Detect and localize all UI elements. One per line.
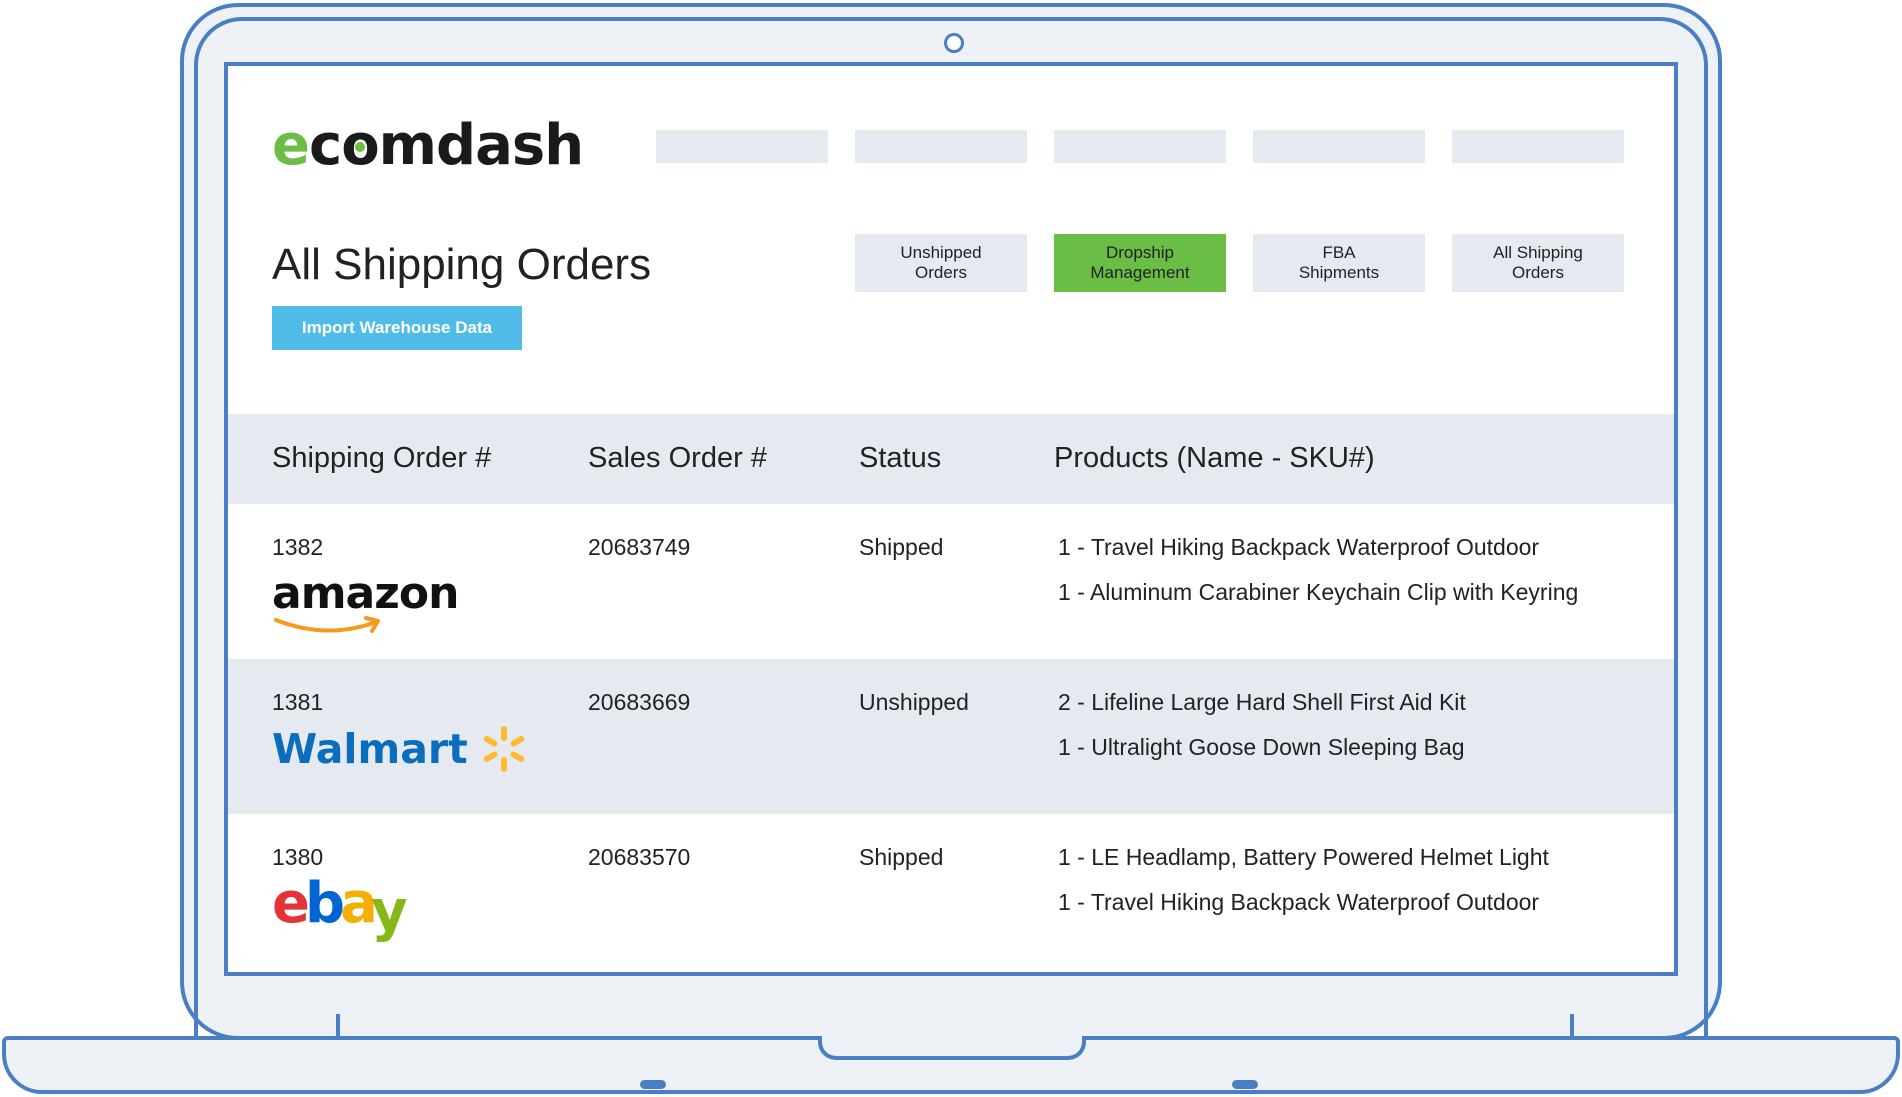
camera-icon bbox=[944, 33, 964, 53]
table-row[interactable]: 1380 ebay 20683570 Shipped 1 - LE Headla… bbox=[228, 814, 1674, 969]
nav-placeholder-4[interactable] bbox=[1253, 130, 1425, 163]
app-screen: ecomdash All Shipping Orders Import Ware… bbox=[224, 62, 1678, 976]
tab-dropship-management[interactable]: Dropship Management bbox=[1054, 234, 1226, 292]
laptop-notch bbox=[818, 1036, 1086, 1060]
nav-placeholder-2[interactable] bbox=[855, 130, 1027, 163]
nav-placeholder-5[interactable] bbox=[1452, 130, 1624, 163]
table-header: Shipping Order # Sales Order # Status Pr… bbox=[228, 414, 1674, 504]
product-item: 1 - Travel Hiking Backpack Waterproof Ou… bbox=[1058, 534, 1540, 560]
column-header-shipping-order[interactable]: Shipping Order # bbox=[272, 442, 492, 474]
ebay-letter-y: y bbox=[371, 879, 407, 944]
ebay-letter-e: e bbox=[272, 871, 310, 936]
product-item: 1 - LE Headlamp, Battery Powered Helmet … bbox=[1058, 844, 1549, 870]
product-list: 2 - Lifeline Large Hard Shell First Aid … bbox=[1058, 689, 1466, 779]
tab-all-shipping-orders[interactable]: All Shipping Orders bbox=[1452, 234, 1624, 292]
product-item: 1 - Ultralight Goose Down Sleeping Bag bbox=[1058, 734, 1465, 760]
laptop-hinge bbox=[336, 1014, 1574, 1039]
walmart-spark-icon bbox=[483, 726, 525, 772]
column-header-status[interactable]: Status bbox=[859, 442, 942, 474]
ebay-letter-a: a bbox=[340, 871, 376, 936]
logo-letter-e: e bbox=[272, 113, 310, 178]
tab-fba-shipments[interactable]: FBA Shipments bbox=[1253, 234, 1425, 292]
table-row[interactable]: 1382 amazon 20683749 Shipped 1 - Travel … bbox=[228, 504, 1674, 659]
product-item: 1 - Aluminum Carabiner Keychain Clip wit… bbox=[1058, 579, 1579, 605]
ebay-logo: ebay bbox=[272, 876, 408, 940]
shipping-order-number[interactable]: 1382 bbox=[272, 534, 324, 560]
logo-letter-o: o bbox=[341, 113, 379, 178]
column-header-sales-order[interactable]: Sales Order # bbox=[588, 442, 767, 474]
status-text: Shipped bbox=[859, 844, 944, 870]
nav-placeholder-3[interactable] bbox=[1054, 130, 1226, 163]
import-warehouse-data-button[interactable]: Import Warehouse Data bbox=[272, 306, 522, 350]
tab-unshipped-orders[interactable]: Unshipped Orders bbox=[855, 234, 1027, 292]
sales-order-number: 20683570 bbox=[588, 844, 691, 870]
shipping-order-number[interactable]: 1381 bbox=[272, 689, 324, 715]
sales-order-number: 20683749 bbox=[588, 534, 691, 560]
product-list: 1 - Travel Hiking Backpack Waterproof Ou… bbox=[1058, 534, 1578, 624]
product-item: 2 - Lifeline Large Hard Shell First Aid … bbox=[1058, 689, 1466, 715]
table-row[interactable]: 1381 Walmart 20683669 Unshipped 2 - Life… bbox=[228, 659, 1674, 814]
page-title: All Shipping Orders bbox=[272, 240, 652, 289]
nav-placeholder-1[interactable] bbox=[656, 130, 828, 163]
product-item: 1 - Travel Hiking Backpack Waterproof Ou… bbox=[1058, 889, 1540, 915]
column-header-products[interactable]: Products (Name - SKU#) bbox=[1054, 442, 1375, 474]
walmart-logo: Walmart bbox=[272, 723, 530, 775]
amazon-smile-icon bbox=[274, 616, 380, 633]
logo-letter-c: c bbox=[308, 113, 342, 178]
laptop-foot-right bbox=[1232, 1080, 1258, 1089]
logo-letters-rest: mdash bbox=[378, 113, 584, 178]
ebay-letter-b: b bbox=[304, 871, 345, 936]
sales-order-number: 20683669 bbox=[588, 689, 691, 715]
amazon-logo: amazon bbox=[272, 568, 459, 641]
product-list: 1 - LE Headlamp, Battery Powered Helmet … bbox=[1058, 844, 1549, 934]
walmart-logo-text: Walmart bbox=[272, 724, 468, 773]
status-text: Unshipped bbox=[859, 689, 969, 715]
amazon-logo-text: amazon bbox=[272, 568, 459, 619]
ecomdash-logo[interactable]: ecomdash bbox=[272, 113, 584, 178]
shipping-order-number[interactable]: 1380 bbox=[272, 844, 324, 870]
status-text: Shipped bbox=[859, 534, 944, 560]
laptop-bezel bbox=[194, 17, 1708, 1036]
laptop-foot-left bbox=[640, 1080, 666, 1089]
